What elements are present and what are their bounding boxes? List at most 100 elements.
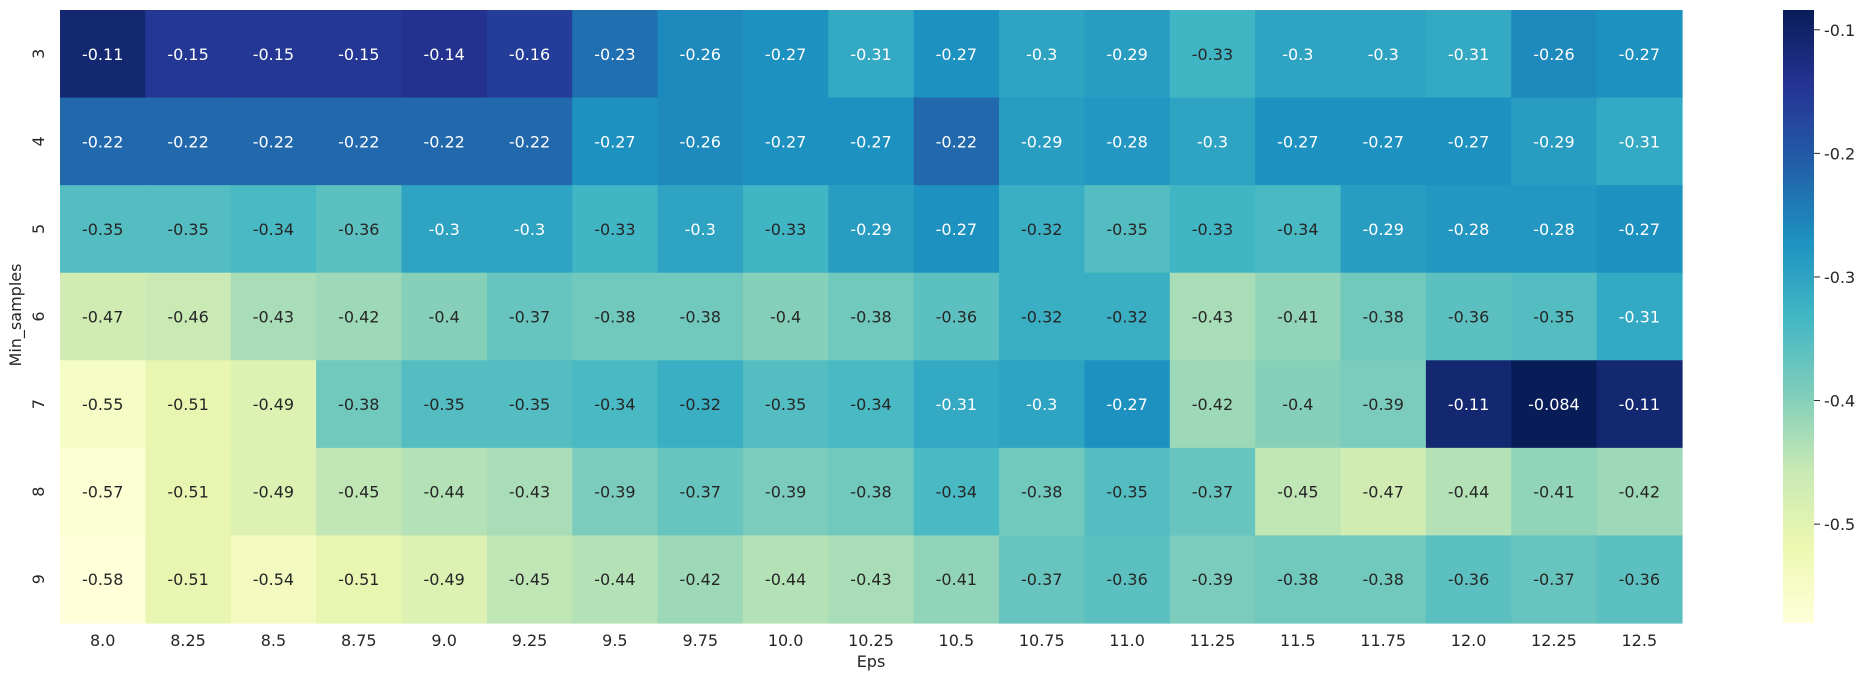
cell-value-label: -0.27 (1277, 132, 1318, 151)
heatmap-cell (1425, 10, 1512, 99)
cell-value-label: -0.38 (850, 483, 891, 502)
heatmap-cell (60, 185, 146, 274)
cell-value-label: -0.29 (1533, 132, 1574, 151)
heatmap-cell (742, 185, 829, 274)
heatmap-cell (828, 360, 915, 449)
heatmap-cell (401, 272, 488, 361)
cell-value-label: -0.38 (850, 308, 891, 327)
cell-value-label: -0.27 (1448, 132, 1489, 151)
x-tick-label: 8.75 (341, 631, 377, 650)
cell-value-label: -0.44 (423, 483, 464, 502)
cell-value-label: -0.22 (936, 132, 977, 151)
heatmap-cell (316, 447, 403, 537)
colorbar-tick-label: -0.5 (1824, 515, 1855, 534)
heatmap-cell (742, 10, 829, 99)
cell-value-label: -0.51 (167, 483, 208, 502)
cell-value-label: -0.26 (680, 132, 721, 151)
heatmap-cell (572, 360, 659, 449)
heatmap-cell (1511, 185, 1598, 274)
heatmap-cell (572, 272, 659, 361)
cell-value-label: -0.26 (680, 45, 721, 64)
cell-value-label: -0.32 (680, 395, 721, 414)
heatmap-cell (742, 272, 829, 361)
y-tick-label: 8 (29, 487, 48, 497)
cell-value-label: -0.45 (338, 483, 379, 502)
heatmap-cell (486, 447, 573, 537)
cell-value-label: -0.14 (423, 45, 464, 64)
cell-value-label: -0.31 (1619, 132, 1660, 151)
cell-value-label: -0.27 (936, 45, 977, 64)
cell-value-label: -0.11 (82, 45, 123, 64)
cell-value-label: -0.3 (1368, 45, 1399, 64)
heatmap-cell (230, 535, 317, 624)
cell-value-label: -0.33 (765, 220, 806, 239)
cell-value-label: -0.27 (1619, 45, 1660, 64)
x-tick-label: 9.0 (431, 631, 456, 650)
cell-value-label: -0.33 (1192, 45, 1233, 64)
cell-value-label: -0.37 (1021, 570, 1062, 589)
colorbar-tick-label: -0.3 (1824, 268, 1855, 287)
heatmap-cell (1255, 535, 1342, 624)
cell-value-label: -0.39 (1192, 570, 1233, 589)
heatmap-cell (1425, 447, 1512, 537)
heatmap-cell (913, 10, 1000, 99)
x-tick-label: 11.5 (1280, 631, 1316, 650)
heatmap-cell (316, 97, 403, 186)
heatmap-cell (999, 360, 1086, 449)
heatmap-cell (486, 185, 573, 274)
heatmap-cell (828, 535, 915, 624)
heatmap-cell (1425, 360, 1512, 449)
x-axis-label: Eps (857, 652, 886, 671)
cell-value-label: -0.36 (936, 308, 977, 327)
cell-value-label: -0.36 (1448, 570, 1489, 589)
colorbar-tick-label: -0.4 (1824, 392, 1855, 411)
heatmap-cell (145, 97, 232, 186)
heatmap-cell (316, 360, 403, 449)
cell-value-label: -0.38 (1363, 308, 1404, 327)
cell-value-label: -0.39 (765, 483, 806, 502)
heatmap-cell (1340, 185, 1427, 274)
cell-value-label: -0.35 (82, 220, 123, 239)
cell-value-label: -0.29 (1106, 45, 1147, 64)
cell-value-label: -0.35 (423, 395, 464, 414)
cell-value-label: -0.22 (423, 132, 464, 151)
cell-value-label: -0.4 (429, 308, 460, 327)
y-tick-label: 9 (29, 574, 48, 584)
heatmap-cell (60, 97, 146, 186)
heatmap-cell (999, 535, 1086, 624)
cell-value-label: -0.27 (765, 45, 806, 64)
x-tick-label: 12.0 (1451, 631, 1487, 650)
heatmap-cell (913, 535, 1000, 624)
cell-value-label: -0.3 (514, 220, 545, 239)
x-tick-label: 8.0 (90, 631, 115, 650)
y-tick-label: 7 (29, 399, 48, 409)
cell-value-label: -0.43 (1192, 308, 1233, 327)
cell-value-label: -0.31 (1448, 45, 1489, 64)
colorbar-ticks: -0.1 -0.2 -0.3 -0.4 -0.5 (1814, 21, 1855, 534)
heatmap-cell (1596, 272, 1683, 361)
cell-value-label: -0.3 (429, 220, 460, 239)
cell-value-label: -0.42 (1619, 483, 1660, 502)
y-tick-label: 5 (29, 224, 48, 234)
cell-value-label: -0.27 (1619, 220, 1660, 239)
heatmap-cell (1084, 272, 1171, 361)
cell-value-label: -0.11 (1619, 395, 1660, 414)
cell-value-label: -0.32 (1106, 308, 1147, 327)
cell-value-label: -0.38 (594, 308, 635, 327)
heatmap-cell (1340, 272, 1427, 361)
cell-value-label: -0.27 (1363, 132, 1404, 151)
heatmap-cell (1596, 360, 1683, 449)
cell-value-label: -0.36 (1619, 570, 1660, 589)
y-tick-label: 4 (29, 136, 48, 146)
x-tick-label: 11.75 (1360, 631, 1406, 650)
heatmap-cell (828, 97, 915, 186)
heatmap-cell (1255, 272, 1342, 361)
heatmap-cell (913, 447, 1000, 537)
x-tick-label: 8.5 (261, 631, 286, 650)
heatmap-cell (230, 272, 317, 361)
x-tick-label: 12.25 (1531, 631, 1577, 650)
heatmap-cell (999, 447, 1086, 537)
heatmap-cell (60, 360, 146, 449)
heatmap-cell (913, 272, 1000, 361)
